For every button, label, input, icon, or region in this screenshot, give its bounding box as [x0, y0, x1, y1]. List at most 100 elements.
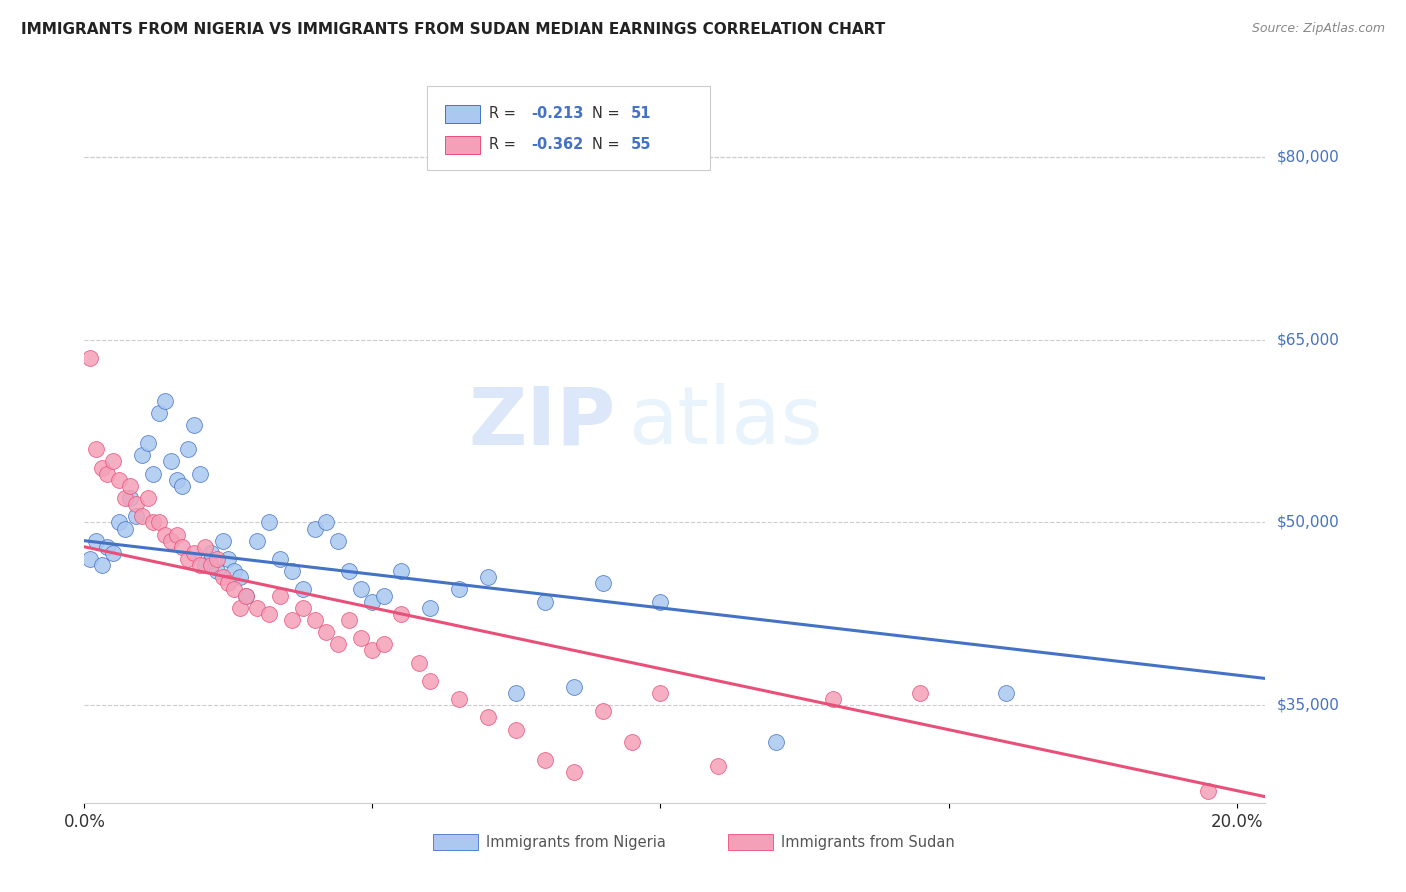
Point	[142, 467, 165, 481]
Point	[205, 564, 228, 578]
Point	[200, 546, 222, 560]
Text: Immigrants from Sudan: Immigrants from Sudan	[782, 835, 955, 850]
Text: -0.213: -0.213	[531, 106, 583, 121]
Text: 51: 51	[631, 106, 652, 121]
Point	[188, 467, 211, 481]
Text: N =: N =	[592, 137, 624, 152]
Point	[90, 558, 112, 573]
Text: $80,000: $80,000	[1277, 149, 1340, 164]
Point	[505, 686, 527, 700]
Point	[292, 600, 315, 615]
Point	[153, 527, 176, 541]
FancyBboxPatch shape	[433, 834, 478, 850]
Point	[477, 570, 499, 584]
Point	[477, 710, 499, 724]
FancyBboxPatch shape	[444, 105, 479, 123]
Point	[101, 546, 124, 560]
FancyBboxPatch shape	[728, 834, 773, 850]
Point	[408, 656, 430, 670]
Point	[419, 673, 441, 688]
Point	[166, 527, 188, 541]
Point	[235, 589, 257, 603]
Point	[257, 516, 280, 530]
Text: R =: R =	[489, 137, 522, 152]
Point	[90, 460, 112, 475]
Point	[148, 406, 170, 420]
Point	[908, 686, 931, 700]
Point	[125, 509, 148, 524]
Point	[114, 491, 136, 505]
Text: R =: R =	[489, 106, 522, 121]
Text: $65,000: $65,000	[1277, 332, 1340, 347]
Point	[326, 637, 349, 651]
Point	[505, 723, 527, 737]
Point	[995, 686, 1018, 700]
Point	[211, 533, 233, 548]
Point	[108, 473, 131, 487]
Point	[292, 582, 315, 597]
Point	[246, 600, 269, 615]
Point	[257, 607, 280, 621]
Point	[650, 686, 672, 700]
Point	[148, 516, 170, 530]
Point	[142, 516, 165, 530]
Point	[172, 540, 194, 554]
Point	[1197, 783, 1219, 797]
Point	[177, 552, 200, 566]
Point	[281, 564, 304, 578]
Point	[235, 589, 257, 603]
Point	[224, 564, 246, 578]
Point	[120, 479, 142, 493]
Text: Source: ZipAtlas.com: Source: ZipAtlas.com	[1251, 22, 1385, 36]
Point	[224, 582, 246, 597]
Point	[620, 735, 643, 749]
Point	[592, 576, 614, 591]
Point	[315, 516, 337, 530]
Text: ZIP: ZIP	[468, 384, 616, 461]
Point	[592, 705, 614, 719]
Point	[172, 479, 194, 493]
FancyBboxPatch shape	[427, 86, 710, 170]
Text: atlas: atlas	[627, 384, 823, 461]
Point	[177, 442, 200, 457]
Point	[136, 491, 159, 505]
Point	[96, 467, 118, 481]
Point	[200, 558, 222, 573]
Point	[79, 351, 101, 365]
Point	[159, 533, 181, 548]
Point	[707, 759, 730, 773]
Point	[183, 546, 205, 560]
Point	[131, 449, 153, 463]
FancyBboxPatch shape	[444, 136, 479, 154]
Point	[389, 564, 412, 578]
Point	[389, 607, 412, 621]
Point	[337, 613, 360, 627]
Point	[337, 564, 360, 578]
Point	[217, 552, 239, 566]
Point	[281, 613, 304, 627]
Point	[159, 454, 181, 468]
Text: IMMIGRANTS FROM NIGERIA VS IMMIGRANTS FROM SUDAN MEDIAN EARNINGS CORRELATION CHA: IMMIGRANTS FROM NIGERIA VS IMMIGRANTS FR…	[21, 22, 886, 37]
Point	[534, 753, 557, 767]
Point	[823, 692, 845, 706]
Text: Immigrants from Nigeria: Immigrants from Nigeria	[486, 835, 666, 850]
Point	[194, 558, 217, 573]
Point	[166, 473, 188, 487]
Point	[562, 680, 585, 694]
Text: -0.362: -0.362	[531, 137, 583, 152]
Point	[315, 625, 337, 640]
Point	[211, 570, 233, 584]
Point	[101, 454, 124, 468]
Point	[194, 540, 217, 554]
Point	[361, 595, 384, 609]
Point	[188, 558, 211, 573]
Point	[217, 576, 239, 591]
Point	[114, 521, 136, 535]
Point	[562, 765, 585, 780]
Point	[269, 552, 291, 566]
Text: N =: N =	[592, 106, 624, 121]
Point	[96, 540, 118, 554]
Point	[229, 600, 252, 615]
Text: $35,000: $35,000	[1277, 698, 1340, 713]
Point	[447, 582, 470, 597]
